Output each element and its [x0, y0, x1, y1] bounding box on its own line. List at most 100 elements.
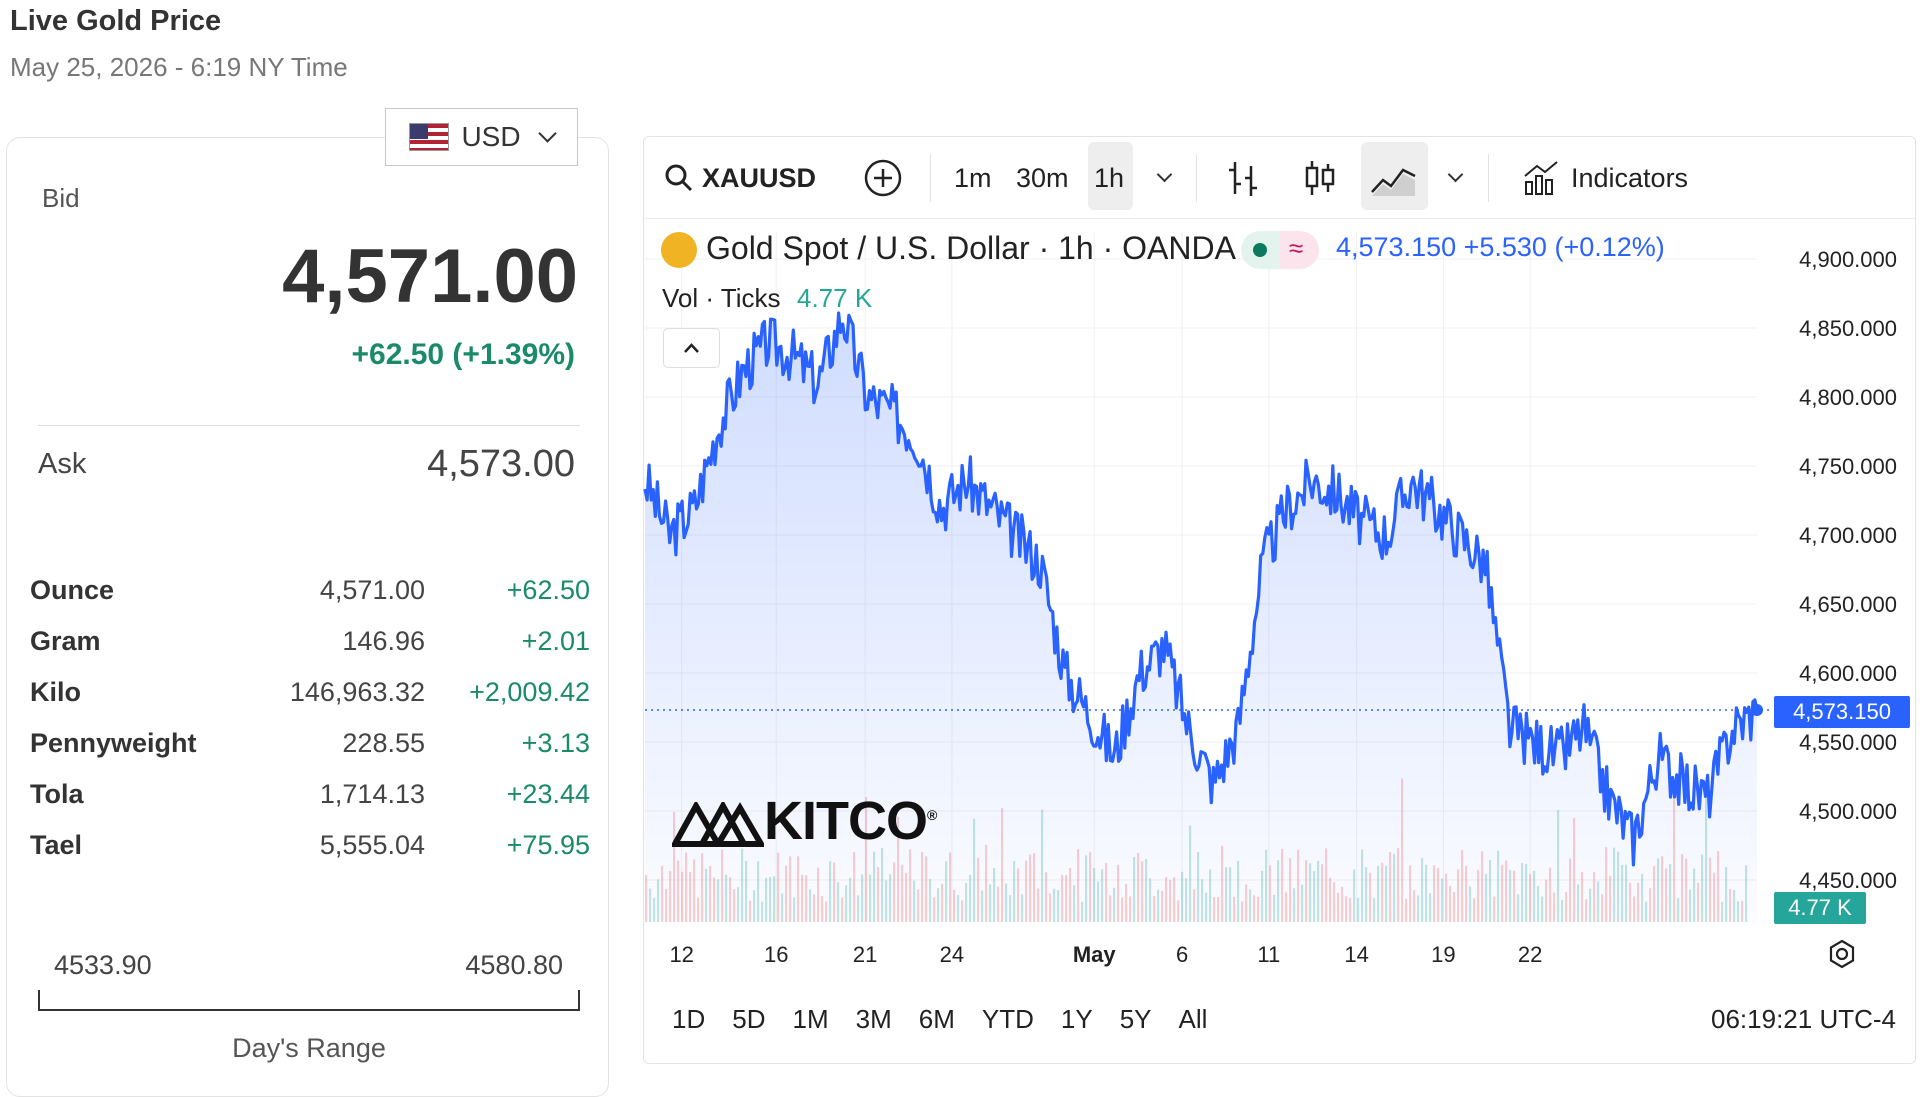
last-price-tag: 4,573.150 — [1774, 696, 1910, 728]
volume-tag: 4.77 K — [1774, 892, 1866, 924]
day-range-label: Day's Range — [232, 1033, 386, 1063]
interval-1m[interactable]: 1m — [954, 162, 992, 193]
gold-symbol-icon — [661, 232, 697, 268]
chart-settings-icon[interactable] — [1826, 938, 1858, 970]
range-1d-button[interactable]: 1D — [672, 1004, 706, 1034]
table-row: Tael 5,555.04 +75.95 — [30, 820, 590, 871]
x-tick-label: May — [1073, 942, 1117, 967]
range-3m-button[interactable]: 3M — [855, 1004, 892, 1034]
unit-change: +2,009.42 — [469, 677, 590, 707]
x-tick-label: 14 — [1344, 942, 1368, 967]
unit-change: +23.44 — [506, 779, 590, 809]
bid-change: +62.50 (+1.39%) — [351, 338, 576, 371]
market-status-badge: ≈ — [1241, 231, 1319, 269]
time-range-buttons: 1D 5D 1M 3M 6M YTD 1Y 5Y All — [672, 1004, 1234, 1035]
collapse-legend-button[interactable] — [663, 328, 720, 368]
unit-price-table: Ounce 4,571.00 +62.50 Gram 146.96 +2.01 Kilo… — [30, 565, 590, 871]
range-6m-button[interactable]: 6M — [918, 1004, 955, 1034]
symbol-label: XAUUSD — [702, 162, 817, 193]
volume-label: Vol · Ticks — [662, 283, 781, 313]
range-all-button[interactable]: All — [1178, 1004, 1208, 1034]
indicators-label: Indicators — [1571, 162, 1689, 193]
unit-name: Ounce — [30, 575, 115, 605]
compare-button[interactable] — [863, 138, 903, 218]
legend-title: Gold Spot / U.S. Dollar · 1h · OANDA — [706, 230, 1236, 266]
y-tick-label: 4,650.000 — [1799, 592, 1897, 617]
currency-label: USD — [461, 121, 521, 152]
table-row: Ounce 4,571.00 +62.50 — [30, 565, 590, 616]
kitco-mark-icon — [669, 799, 767, 847]
legend-values: 4,573.150 +5.530 (+0.12%) — [1336, 232, 1665, 262]
unit-name: Tola — [30, 779, 84, 809]
y-tick-label: 4,850.000 — [1799, 316, 1897, 341]
x-tick-label: 12 — [669, 942, 693, 967]
unit-name: Pennyweight — [30, 728, 197, 758]
unit-change: +2.01 — [521, 626, 590, 656]
last-price-dot — [1751, 704, 1763, 717]
indicators-button[interactable]: Indicators — [1521, 138, 1688, 218]
unit-price: 5,555.04 — [319, 830, 425, 860]
x-tick-label: 19 — [1431, 942, 1455, 967]
area-chart-button[interactable] — [1369, 138, 1419, 218]
x-tick-label: 21 — [853, 942, 877, 967]
range-ytd-button[interactable]: YTD — [981, 1004, 1034, 1034]
y-tick-label: 4,750.000 — [1799, 454, 1897, 479]
table-row: Gram 146.96 +2.01 — [30, 616, 590, 667]
ask-price: 4,573.00 — [427, 443, 575, 485]
table-row: Tola 1,714.13 +23.44 — [30, 769, 590, 820]
interval-selected-highlight — [1088, 142, 1133, 210]
bid-price: 4,571.00 — [282, 234, 578, 319]
range-1y-button[interactable]: 1Y — [1060, 1004, 1093, 1034]
bid-label: Bid — [42, 183, 80, 213]
add-circle-icon — [864, 159, 902, 197]
bars-chart-button[interactable] — [1225, 138, 1261, 218]
range-5d-button[interactable]: 5D — [732, 1004, 766, 1034]
us-flag-icon — [409, 123, 450, 151]
kitco-logo: KITCO® — [669, 790, 937, 852]
search-icon — [665, 164, 693, 192]
chart-toolbar: XAUUSD 1m 30m 1h Indicators — [645, 138, 1915, 218]
unit-price: 228.55 — [342, 728, 425, 758]
interval-1h[interactable]: 1h — [1094, 162, 1125, 193]
unit-name: Tael — [30, 830, 83, 860]
y-tick-label: 4,900.000 — [1799, 247, 1897, 272]
price-line — [643, 311, 1759, 867]
area-chart-icon — [1371, 168, 1416, 196]
day-range-high: 4580.80 — [465, 950, 563, 980]
range-1m-button[interactable]: 1M — [792, 1004, 829, 1034]
unit-price: 1,714.13 — [319, 779, 425, 809]
unit-name: Kilo — [30, 677, 81, 707]
currency-select[interactable]: USD — [385, 108, 578, 166]
y-tick-label: 4,450.000 — [1799, 868, 1897, 893]
price-chart[interactable]: 4,900.000 4,850.000 4,800.000 4,750.000 4,70… — [0, 0, 1920, 1072]
unit-price: 4,571.00 — [319, 575, 425, 605]
page-title: Live Gold Price — [10, 5, 222, 37]
x-tick-label: 24 — [940, 942, 964, 967]
x-tick-label: 11 — [1257, 942, 1280, 967]
candles-chart-button[interactable] — [1302, 138, 1338, 218]
symbol-search[interactable]: XAUUSD — [664, 138, 816, 218]
table-row: Kilo 146,963.32 +2,009.42 — [30, 667, 590, 718]
table-row: Pennyweight 228.55 +3.13 — [30, 718, 590, 769]
unit-price: 146,963.32 — [289, 677, 425, 707]
status-dot-icon — [1253, 243, 1267, 257]
chevron-up-icon — [684, 343, 699, 353]
unit-name: Gram — [30, 626, 101, 656]
chart-clock: 06:19:21 UTC-4 — [1711, 1004, 1896, 1034]
day-range-low: 4533.90 — [54, 950, 152, 980]
x-tick-label: 22 — [1518, 942, 1542, 967]
chart-panel — [643, 136, 1916, 1064]
unit-change: +3.13 — [521, 728, 590, 758]
y-tick-label: 4,600.000 — [1799, 661, 1897, 686]
day-range-bar — [38, 990, 580, 1011]
range-5y-button[interactable]: 5Y — [1119, 1004, 1152, 1034]
y-tick-label: 4,550.000 — [1799, 730, 1897, 755]
page-subtitle: May 25, 2026 - 6:19 NY Time — [10, 52, 348, 82]
x-tick-label: 16 — [764, 942, 788, 967]
y-tick-label: 4,800.000 — [1799, 385, 1897, 410]
indicators-icon — [1524, 161, 1558, 195]
unit-change: +62.50 — [506, 575, 590, 605]
unit-price: 146.96 — [342, 626, 425, 656]
volume-value: 4.77 K — [797, 283, 873, 313]
interval-30m[interactable]: 30m — [1016, 162, 1069, 193]
